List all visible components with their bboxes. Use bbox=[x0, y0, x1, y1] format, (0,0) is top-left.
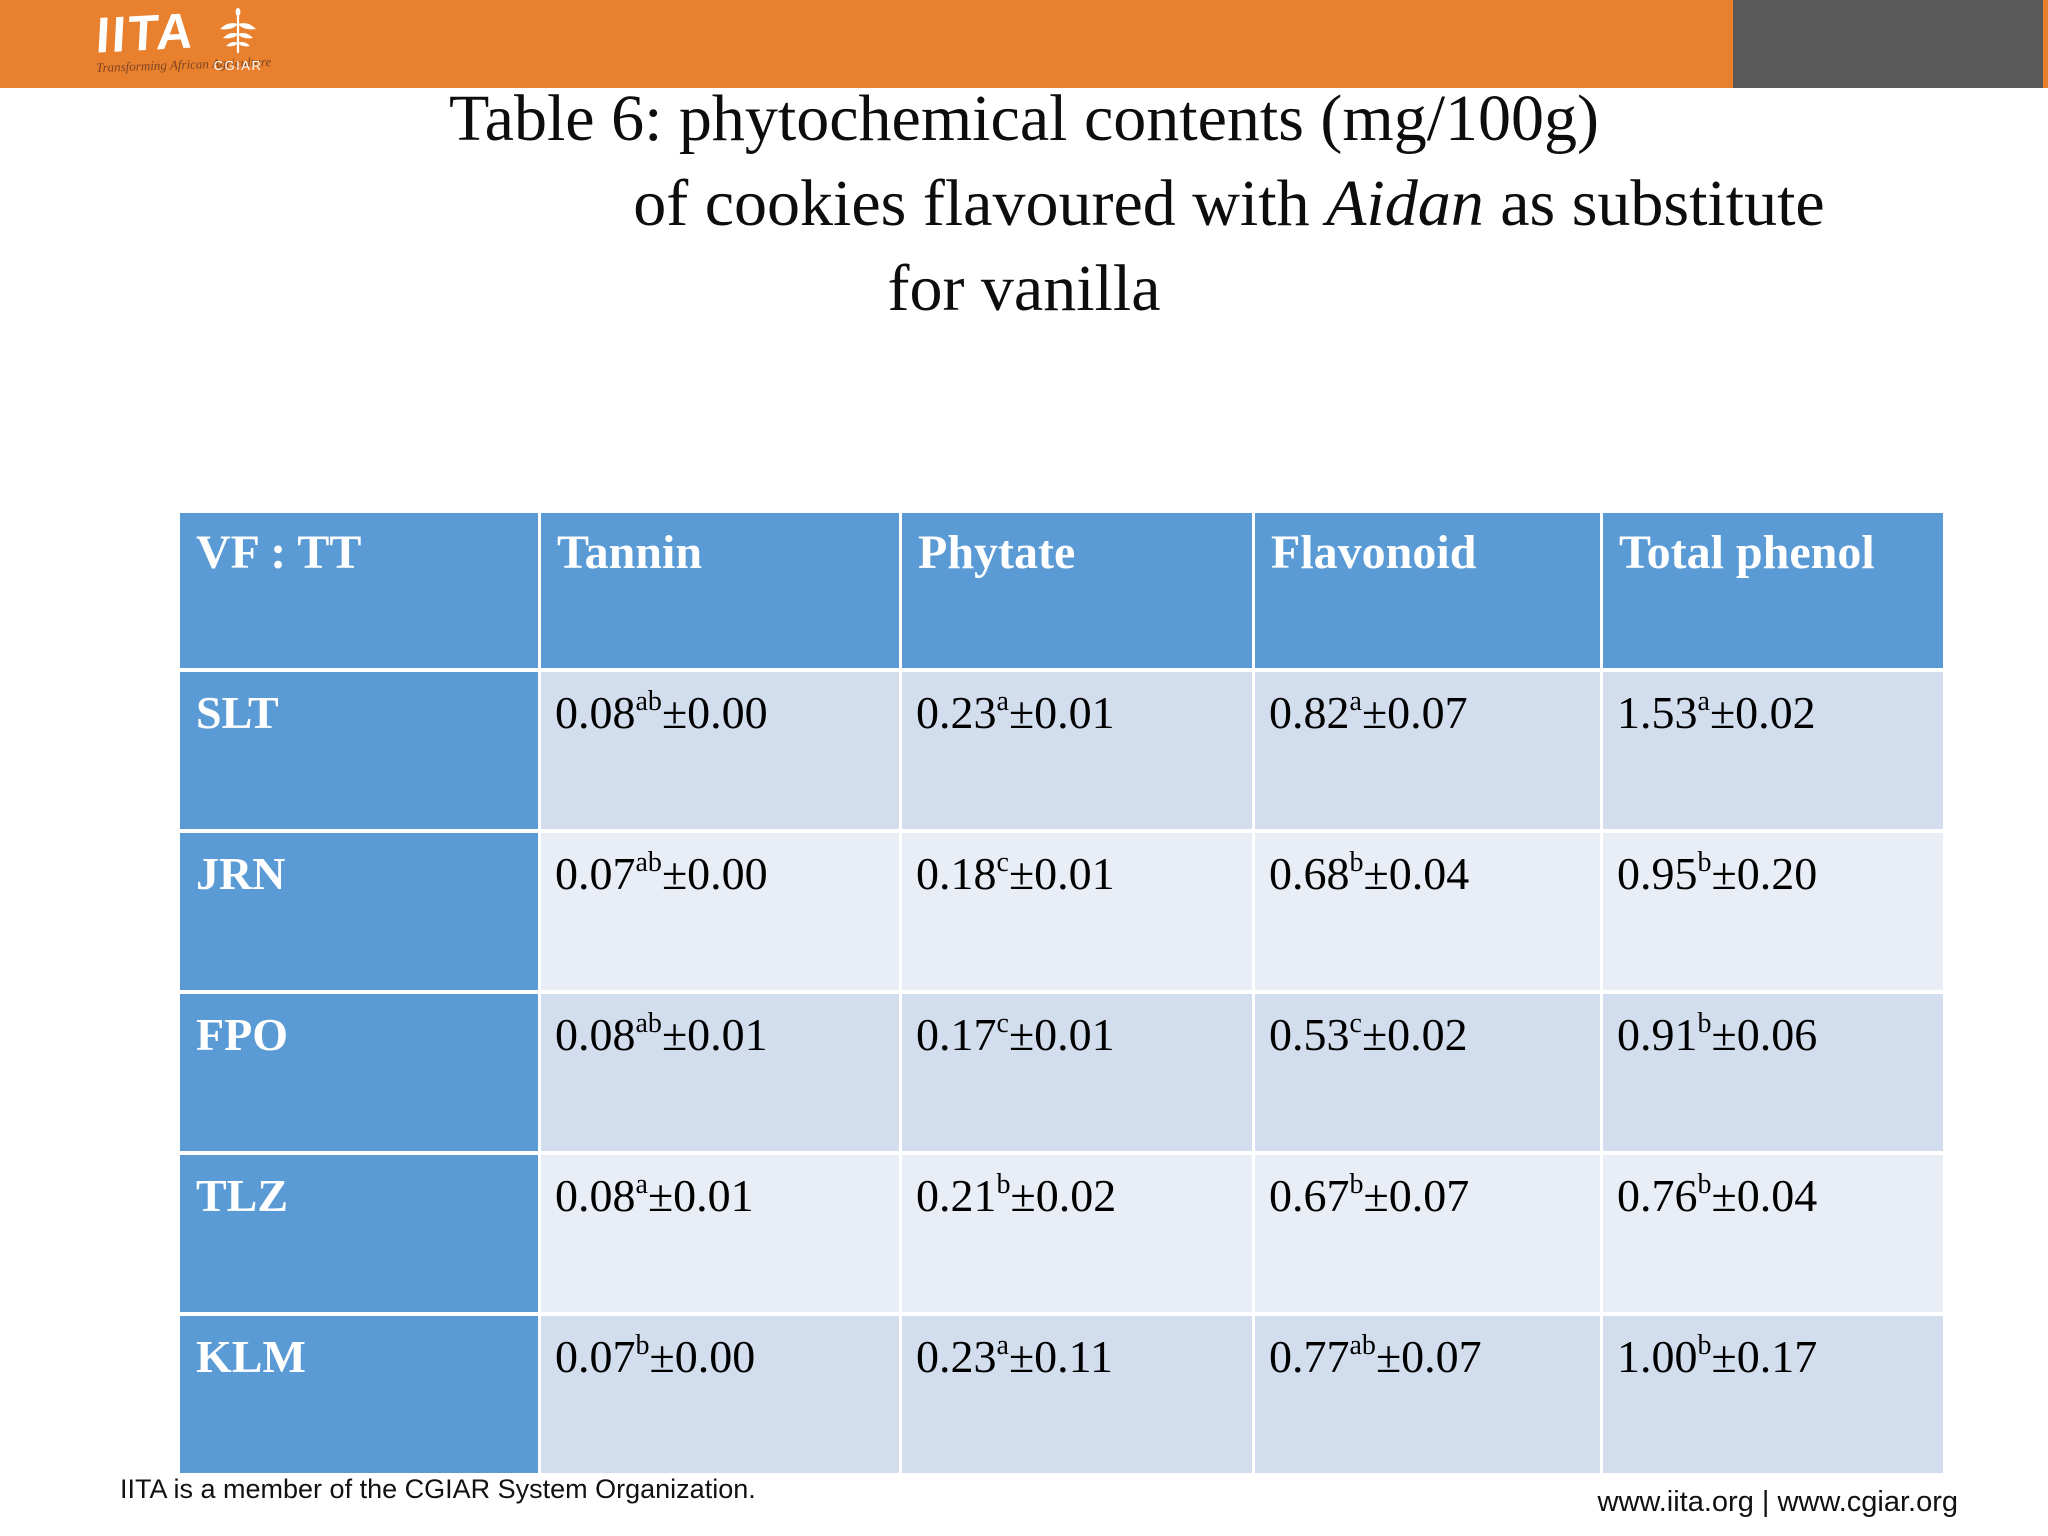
row-label-tlz: TLZ bbox=[180, 1155, 538, 1312]
title-italic-aidan: Aidan bbox=[1326, 167, 1484, 240]
table-cell: 0.08ab±0.01 bbox=[541, 994, 899, 1151]
table-cell: 0.21b±0.02 bbox=[902, 1155, 1252, 1312]
wheat-icon bbox=[220, 8, 256, 54]
table-cell: 0.82a±0.07 bbox=[1255, 672, 1600, 829]
column-header-flavonoid: Flavonoid bbox=[1255, 513, 1600, 668]
table-cell: 0.08ab±0.00 bbox=[541, 672, 899, 829]
cgiar-logo-text: CGIAR bbox=[213, 58, 263, 73]
title-line-2: of cookies flavoured with Aidan as subst… bbox=[633, 167, 1825, 240]
title-line-3: for vanilla bbox=[887, 252, 1161, 325]
column-header-tannin: Tannin bbox=[541, 513, 899, 668]
footer-websites: www.iita.org | www.cgiar.org bbox=[1597, 1486, 1959, 1518]
row-label-jrn: JRN bbox=[180, 833, 538, 990]
corner-decoration-box bbox=[1733, 0, 2043, 88]
table-cell: 0.76b±0.04 bbox=[1603, 1155, 1943, 1312]
table-cell: 0.23a±0.11 bbox=[902, 1316, 1252, 1473]
table-cell: 0.18c±0.01 bbox=[902, 833, 1252, 990]
column-header-phytate: Phytate bbox=[902, 513, 1252, 668]
footer-membership-note: IITA is a member of the CGIAR System Org… bbox=[120, 1474, 756, 1504]
slide-title: Table 6: phytochemical contents (mg/100g… bbox=[0, 76, 2048, 331]
table-cell: 1.00b±0.17 bbox=[1603, 1316, 1943, 1473]
header-bar: IITA Transforming African Agriculture CG… bbox=[0, 0, 2048, 88]
table-cell: 0.68b±0.04 bbox=[1255, 833, 1600, 990]
row-label-klm: KLM bbox=[180, 1316, 538, 1473]
title-line-1: Table 6: phytochemical contents (mg/100g… bbox=[448, 82, 1600, 155]
table-cell: 0.53c±0.02 bbox=[1255, 994, 1600, 1151]
table-cell: 0.67b±0.07 bbox=[1255, 1155, 1600, 1312]
table-cell: 0.23a±0.01 bbox=[902, 672, 1252, 829]
table-cell: 0.95b±0.20 bbox=[1603, 833, 1943, 990]
table-cell: 1.53a±0.02 bbox=[1603, 672, 1943, 829]
row-label-slt: SLT bbox=[180, 672, 538, 829]
table-cell: 0.07ab±0.00 bbox=[541, 833, 899, 990]
table-cell: 0.17c±0.01 bbox=[902, 994, 1252, 1151]
row-label-fpo: FPO bbox=[180, 994, 538, 1151]
phytochemical-table: VF : TT Tannin Phytate Flavonoid Total pheno… bbox=[180, 513, 1943, 1473]
table-cell: 0.77ab±0.07 bbox=[1255, 1316, 1600, 1473]
table-cell: 0.07b±0.00 bbox=[541, 1316, 899, 1473]
column-header-vf-tt: VF : TT bbox=[180, 513, 538, 668]
table-cell: 0.91b±0.06 bbox=[1603, 994, 1943, 1151]
cgiar-logo: CGIAR bbox=[212, 8, 264, 73]
table-cell: 0.08a±0.01 bbox=[541, 1155, 899, 1312]
column-header-total-phenol: Total phenol bbox=[1603, 513, 1943, 668]
